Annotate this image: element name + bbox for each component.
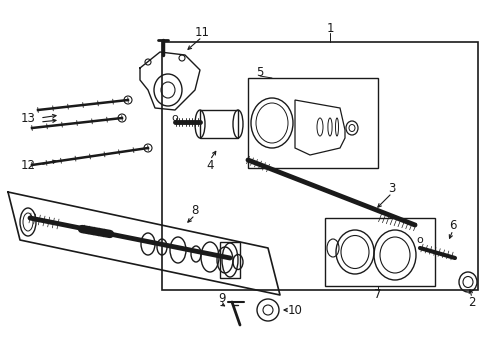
Text: 5: 5 xyxy=(256,66,263,78)
Text: 4: 4 xyxy=(206,158,213,171)
Text: 2: 2 xyxy=(468,296,475,309)
Text: 10: 10 xyxy=(287,303,302,316)
Text: 12: 12 xyxy=(20,158,36,171)
Text: 3: 3 xyxy=(387,181,395,194)
Bar xyxy=(247,78,377,168)
Bar xyxy=(325,218,434,286)
Text: o: o xyxy=(171,113,178,123)
Text: o: o xyxy=(416,235,423,245)
Text: 13: 13 xyxy=(20,112,35,125)
Bar xyxy=(220,242,240,278)
Text: 11: 11 xyxy=(194,26,209,39)
Text: 8: 8 xyxy=(191,203,198,216)
Text: 1: 1 xyxy=(325,22,333,35)
Bar xyxy=(200,110,238,138)
Text: 9: 9 xyxy=(218,292,225,306)
Text: 6: 6 xyxy=(448,219,456,231)
Bar xyxy=(162,42,477,290)
Text: 7: 7 xyxy=(373,288,381,302)
